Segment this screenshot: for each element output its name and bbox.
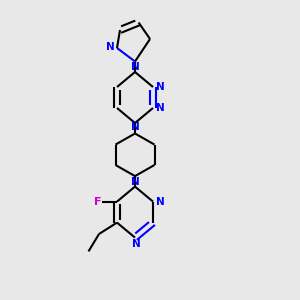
Text: N: N bbox=[131, 62, 140, 72]
Text: N: N bbox=[156, 196, 165, 207]
Text: N: N bbox=[156, 82, 165, 92]
Text: F: F bbox=[94, 196, 101, 207]
Text: N: N bbox=[132, 238, 141, 249]
Text: N: N bbox=[130, 177, 140, 187]
Text: N: N bbox=[106, 42, 115, 52]
Text: N: N bbox=[156, 103, 165, 113]
Text: N: N bbox=[130, 122, 140, 133]
